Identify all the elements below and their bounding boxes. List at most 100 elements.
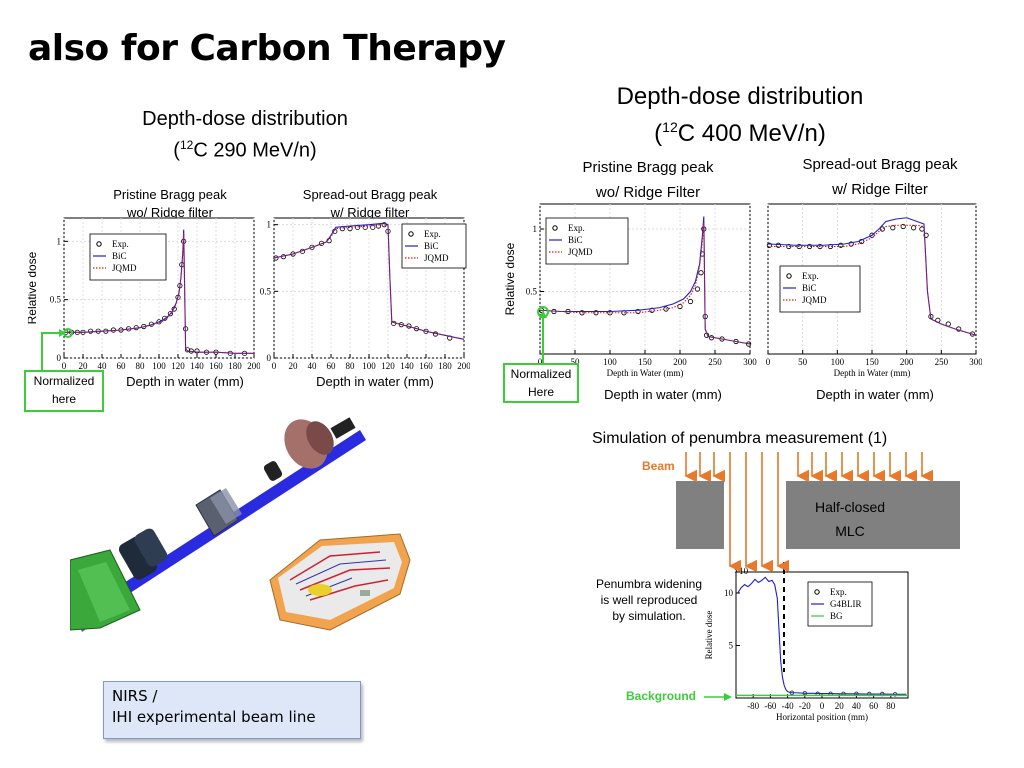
data-point-exp — [413, 326, 420, 332]
left-header: Depth-dose distribution (12C 290 MeV/n) — [100, 106, 390, 164]
legend-label: JQMD — [424, 253, 449, 263]
normalized-right-arrow — [537, 306, 549, 364]
data-point-exp — [838, 242, 844, 248]
x-tick-label: 140 — [190, 361, 204, 371]
x-tick-label: 80 — [886, 701, 896, 711]
x-tick-label: 120 — [381, 361, 395, 371]
x-tick-label: 40 — [852, 701, 862, 711]
x-tick-label: -20 — [799, 701, 811, 711]
x-tick-label: 200 — [457, 361, 470, 371]
x-axis-label: Depth in Water (mm) — [834, 368, 911, 378]
green-magnet — [70, 549, 141, 631]
x-tick-label: 180 — [438, 361, 452, 371]
mlc-right-block — [786, 481, 960, 549]
legend-label: JQMD — [568, 247, 593, 257]
x-tick-label: 0 — [766, 357, 771, 367]
background-label: Background — [626, 689, 697, 703]
c290-pristine-xlabel: Depth in water (mm) — [126, 374, 244, 389]
chart-c290-pristine: 0 20 40 60 80 100 120 140 160 180 200 0 0.5 1 Relative… — [28, 217, 260, 371]
x-tick-label: 60 — [117, 361, 127, 371]
y-tick-label: 0.5 — [526, 287, 538, 297]
chart-c290-sobp: 0 20 40 60 80 100 120 140 160 180 200 0 0.5 1 Exp. BiC J… — [260, 217, 470, 371]
data-point-exp — [167, 311, 173, 317]
quadrupole-1 — [118, 528, 168, 580]
x-tick-label: 250 — [708, 357, 722, 367]
x-tick-label: 100 — [831, 357, 845, 367]
y-tick-label: 1 — [267, 220, 272, 230]
y-axis-label: Relative dose — [704, 611, 714, 660]
normalized-left-box: Normalized here — [24, 370, 104, 412]
slide-title: also for Carbon Therapy — [28, 28, 506, 69]
legend: Exp. BiC JQMD — [545, 217, 629, 265]
data-point-exp — [900, 223, 906, 230]
x-tick-label: 160 — [209, 361, 223, 371]
x-axis-label: Horizontal position (mm) — [776, 712, 868, 722]
legend-marker — [96, 241, 102, 247]
chart-c400-pristine: 0 50 100 150 200 250 300 0.5 1 Relative dose Depth… — [503, 203, 757, 378]
c400-sobp-xlabel2: Depth in water (mm) — [816, 387, 934, 402]
x-tick-label: 300 — [969, 357, 982, 367]
legend-label: BG — [830, 611, 843, 621]
x-tick-label: 50 — [798, 357, 808, 367]
mlc-left-block — [676, 481, 724, 549]
y-axis-label: Relative dose — [503, 242, 517, 315]
y-exponent-label: ×10 — [734, 566, 749, 576]
data-point-exp — [87, 328, 94, 334]
x-tick-label: -40 — [782, 701, 794, 711]
series-line-g4blir — [737, 576, 907, 695]
y-tick-label: 0.5 — [50, 295, 62, 305]
series-line-jqmd — [64, 233, 254, 354]
data-point-exp — [766, 242, 772, 248]
data-point-exp — [273, 255, 279, 261]
x-tick-label: 250 — [935, 357, 949, 367]
small-lens — [263, 461, 283, 481]
c400-pristine-xlabel2: Depth in water (mm) — [604, 387, 722, 402]
data-point-exp — [309, 244, 315, 250]
x-tick-label: 80 — [136, 361, 146, 371]
x-tick-label: 100 — [603, 357, 617, 367]
x-tick-label: 120 — [171, 361, 185, 371]
x-tick-label: 200 — [673, 357, 687, 367]
c400-sobp-title: Spread-out Bragg peak w/ Ridge Filter — [802, 156, 958, 198]
x-tick-label: 0 — [538, 357, 543, 367]
x-tick-label: 150 — [638, 357, 652, 367]
y-tick-label: 0 — [57, 353, 62, 363]
c290-sobp-title: Spread-out Bragg peak w/ Ridge filter — [302, 187, 438, 220]
normalized-left-arrow — [41, 328, 73, 370]
x-tick-label: 160 — [419, 361, 433, 371]
x-tick-label: 60 — [327, 361, 337, 371]
left-header-line2: (12C 290 MeV/n) — [173, 138, 317, 162]
chart-c400-sobp: 0 50 100 150 200 250 300 Depth in Water (mm) Exp… — [766, 203, 982, 378]
x-axis-label: Depth in Water (mm) — [607, 368, 684, 378]
y-tick-label: 0.5 — [260, 286, 272, 296]
y-tick-label: 5 — [729, 641, 734, 651]
vacuum-chamber — [195, 488, 242, 537]
x-tick-label: 20 — [835, 701, 845, 711]
c290-sobp-xlabel: Depth in water (mm) — [316, 374, 434, 389]
series-line-jqmd — [273, 224, 465, 340]
x-tick-label: 20 — [79, 361, 89, 371]
right-header: Depth-dose distribution (12C 400 MeV/n) — [580, 82, 900, 149]
legend-label: Exp. — [112, 239, 129, 249]
beam-monitor — [284, 417, 356, 469]
normalized-right-box: Normalized Here — [503, 363, 579, 403]
legend-label: JQMD — [802, 295, 827, 305]
data-point-exp — [746, 341, 752, 347]
beam-label: Beam — [642, 459, 675, 473]
x-tick-label: 60 — [869, 701, 879, 711]
x-tick-label: 200 — [247, 361, 260, 371]
x-tick-label: 40 — [308, 361, 318, 371]
left-header-line1: Depth-dose distribution — [142, 108, 348, 130]
chart-penumbra: -80 -60 -40 -20 0 20 40 60 80 5 10 Relative dose Hor… — [704, 562, 909, 722]
legend-marker — [786, 273, 792, 279]
series-line-jqmd — [768, 224, 977, 336]
data-point-exp — [156, 319, 162, 325]
right-header-line2: (12C 400 MeV/n) — [654, 119, 826, 147]
legend-marker — [408, 231, 414, 237]
penumbra-title: Simulation of penumbra measurement (1) — [592, 430, 888, 447]
data-point-exp — [687, 298, 694, 305]
x-tick-label: -60 — [764, 701, 776, 711]
x-tick-label: 80 — [346, 361, 356, 371]
c290-pristine-title: Pristine Bragg peak wo/ Ridge filter — [113, 187, 227, 220]
x-tick-label: 100 — [362, 361, 376, 371]
